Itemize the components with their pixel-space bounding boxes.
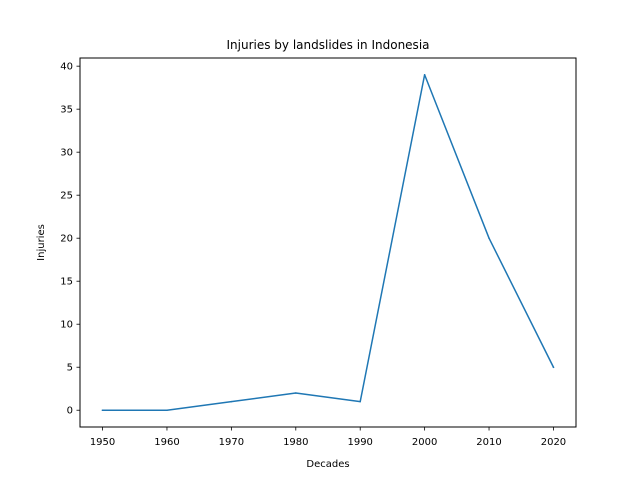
x-tick-label: 1970 [219,437,244,448]
x-tick-label: 1980 [283,437,308,448]
x-tick-label: 2020 [541,437,566,448]
series-line [101,74,555,411]
x-axis: 1950 1960 1970 1980 1990 2000 2010 2020 [90,427,566,448]
data-point [166,409,168,411]
y-tick-label: 30 [60,148,73,159]
x-tick-label: 1950 [90,437,115,448]
data-points [101,74,555,411]
y-axis-label: Injuries [36,224,47,261]
data-point [488,237,490,239]
data-point [101,409,104,411]
y-tick-label: 10 [60,320,73,331]
x-tick-label: 2000 [412,437,437,448]
y-tick-label: 15 [60,277,73,288]
data-point [552,366,555,368]
x-axis-label: Decades [306,459,349,470]
y-tick-label: 20 [60,234,73,245]
x-tick-label: 2010 [476,437,501,448]
y-tick-label: 5 [67,363,73,374]
y-tick-label: 25 [60,191,73,202]
chart-title: Injuries by landslides in Indonesia [226,38,429,52]
data-point [423,74,426,76]
data-point [230,400,233,403]
plot-frame [79,57,577,428]
y-axis: 0 5 10 15 20 25 30 35 40 [60,62,80,417]
data-point [295,392,297,394]
data-point [359,400,361,403]
y-tick-label: 0 [67,406,73,417]
y-tick-label: 40 [60,62,73,73]
x-tick-label: 1990 [347,437,372,448]
y-tick-label: 35 [60,105,73,116]
x-tick-label: 1960 [154,437,179,448]
